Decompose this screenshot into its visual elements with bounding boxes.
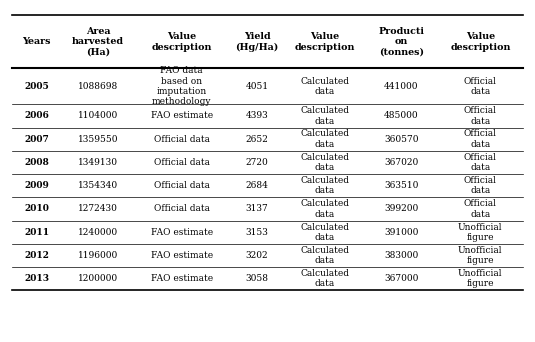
Text: Official data: Official data [154, 158, 210, 167]
Text: Calculated
data: Calculated data [300, 199, 349, 219]
Text: Yield
(Hg/Ha): Yield (Hg/Ha) [235, 32, 279, 52]
Text: 1088698: 1088698 [78, 82, 118, 91]
Text: 4051: 4051 [246, 82, 269, 91]
Text: 1240000: 1240000 [78, 228, 118, 237]
Text: Years: Years [22, 37, 51, 47]
Text: 1349130: 1349130 [78, 158, 118, 167]
Text: Official data: Official data [154, 205, 210, 213]
Text: Producti
on
(tonnes): Producti on (tonnes) [378, 27, 424, 57]
Text: Official data: Official data [154, 135, 210, 144]
Text: Calculated
data: Calculated data [300, 130, 349, 149]
Text: FAO estimate: FAO estimate [151, 228, 213, 237]
Text: Unofficial
figure: Unofficial figure [458, 269, 502, 288]
Text: 2720: 2720 [246, 158, 269, 167]
Text: Value
description: Value description [450, 32, 510, 52]
Text: 3137: 3137 [246, 205, 269, 213]
Text: 1104000: 1104000 [78, 111, 118, 120]
Text: Unofficial
figure: Unofficial figure [458, 223, 502, 242]
Text: 2010: 2010 [24, 205, 49, 213]
Text: 1196000: 1196000 [78, 251, 118, 260]
Text: FAO estimate: FAO estimate [151, 251, 213, 260]
Text: 391000: 391000 [384, 228, 418, 237]
Text: Value
description: Value description [295, 32, 355, 52]
Text: 360570: 360570 [384, 135, 418, 144]
Text: 2012: 2012 [24, 251, 49, 260]
Text: Calculated
data: Calculated data [300, 246, 349, 265]
Text: Official data: Official data [154, 181, 210, 190]
Text: Unofficial
figure: Unofficial figure [458, 246, 502, 265]
Text: 1272430: 1272430 [78, 205, 118, 213]
Text: 363510: 363510 [384, 181, 418, 190]
Text: 2007: 2007 [25, 135, 49, 144]
Text: 3202: 3202 [246, 251, 268, 260]
Text: Official
data: Official data [464, 153, 497, 172]
Text: 2684: 2684 [246, 181, 269, 190]
Text: 2011: 2011 [24, 228, 49, 237]
Text: 367000: 367000 [384, 274, 418, 283]
Text: 1354340: 1354340 [78, 181, 118, 190]
Text: Official
data: Official data [464, 77, 497, 96]
Text: 2009: 2009 [24, 181, 49, 190]
Text: 383000: 383000 [384, 251, 418, 260]
Text: Calculated
data: Calculated data [300, 153, 349, 172]
Text: FAO data
based on
imputation
methodology: FAO data based on imputation methodology [152, 66, 211, 106]
Text: Value
description: Value description [151, 32, 212, 52]
Text: 441000: 441000 [384, 82, 418, 91]
Text: Area
harvested
(Ha): Area harvested (Ha) [72, 27, 124, 57]
Text: Calculated
data: Calculated data [300, 77, 349, 96]
Text: Official
data: Official data [464, 199, 497, 219]
Text: Calculated
data: Calculated data [300, 269, 349, 288]
Text: 4393: 4393 [246, 111, 269, 120]
Text: 1200000: 1200000 [78, 274, 118, 283]
Text: FAO estimate: FAO estimate [151, 274, 213, 283]
Text: 1359550: 1359550 [78, 135, 118, 144]
Text: 3153: 3153 [246, 228, 269, 237]
Text: Calculated
data: Calculated data [300, 106, 349, 126]
Text: Calculated
data: Calculated data [300, 176, 349, 195]
Text: 2652: 2652 [246, 135, 269, 144]
Text: 2013: 2013 [24, 274, 49, 283]
Text: FAO estimate: FAO estimate [151, 111, 213, 120]
Text: 2005: 2005 [25, 82, 49, 91]
Text: 3058: 3058 [246, 274, 269, 283]
Text: Official
data: Official data [464, 106, 497, 126]
Text: 2006: 2006 [24, 111, 49, 120]
Text: 2008: 2008 [24, 158, 49, 167]
Text: Calculated
data: Calculated data [300, 223, 349, 242]
Text: Official
data: Official data [464, 176, 497, 195]
Text: 485000: 485000 [384, 111, 419, 120]
Text: Official
data: Official data [464, 130, 497, 149]
Text: 367020: 367020 [384, 158, 418, 167]
Text: 399200: 399200 [384, 205, 418, 213]
